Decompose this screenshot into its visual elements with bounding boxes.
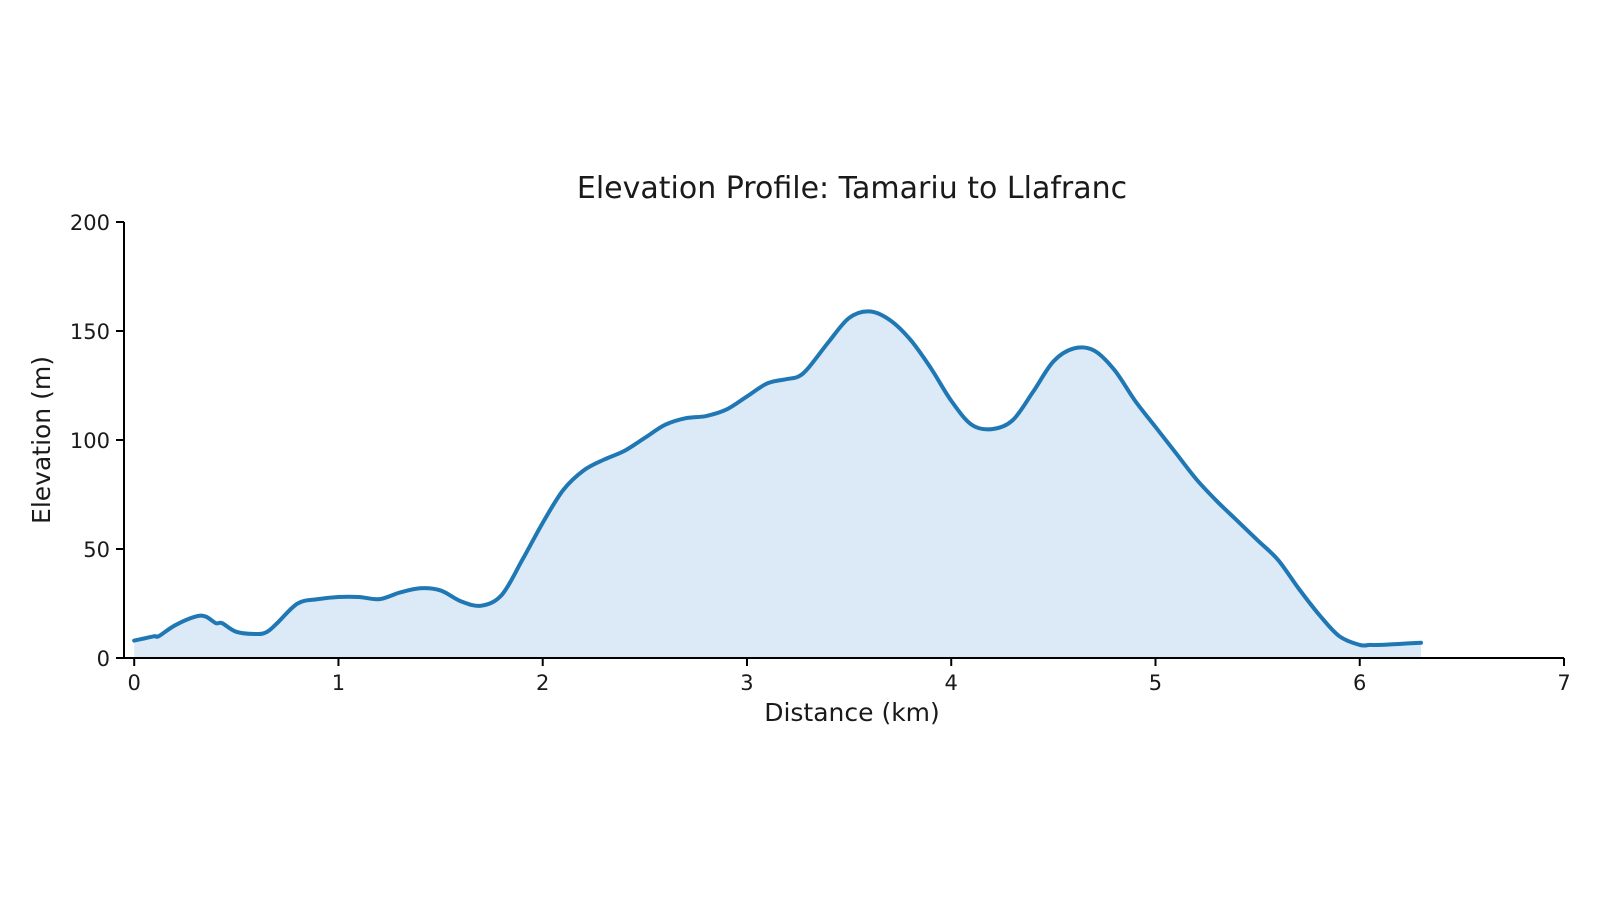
elevation-area-fill xyxy=(134,311,1422,658)
y-tick-label: 150 xyxy=(70,320,110,344)
chart-title: Elevation Profile: Tamariu to Llafranc xyxy=(577,171,1127,206)
x-tick-label: 2 xyxy=(536,671,549,695)
elevation-line xyxy=(132,309,1424,648)
y-tick-label: 0 xyxy=(97,647,110,671)
x-tick-label: 1 xyxy=(332,671,345,695)
y-tick-label: 200 xyxy=(70,211,110,235)
x-tick-label: 0 xyxy=(128,671,141,695)
y-axis-ticks: 0 50 100 150 200 xyxy=(70,211,124,671)
plot-area xyxy=(132,309,1424,658)
y-axis-label: Elevation (m) xyxy=(27,356,56,524)
y-tick-label: 100 xyxy=(70,429,110,453)
x-tick-label: 4 xyxy=(945,671,958,695)
x-tick-label: 6 xyxy=(1353,671,1366,695)
x-tick-label: 7 xyxy=(1557,671,1570,695)
x-axis-ticks: 0 1 2 3 4 5 6 7 xyxy=(128,658,1571,695)
x-tick-label: 5 xyxy=(1149,671,1162,695)
x-tick-label: 3 xyxy=(740,671,753,695)
x-axis-label: Distance (km) xyxy=(764,698,940,727)
y-tick-label: 50 xyxy=(83,538,110,562)
